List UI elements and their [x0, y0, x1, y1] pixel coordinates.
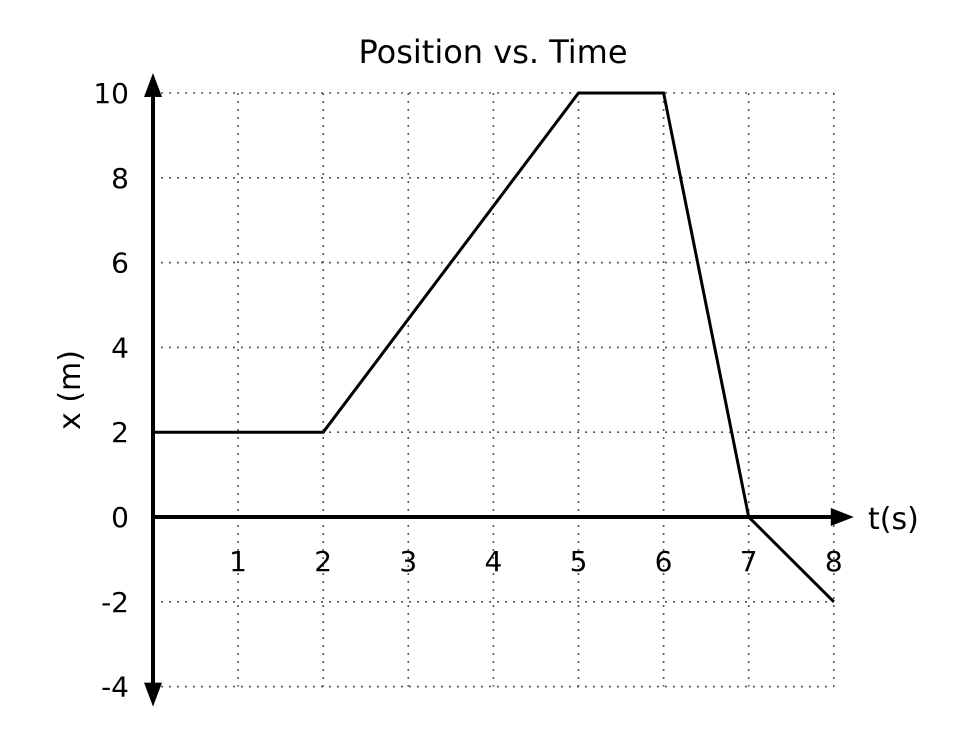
y-tick-label: 4: [111, 331, 129, 364]
y-tick-label: 0: [111, 501, 129, 534]
x-axis-label: t(s): [868, 502, 919, 537]
series-layer: [153, 91, 835, 603]
x-axis-arrow-icon: [830, 508, 854, 526]
x-tick-label: 7: [740, 545, 758, 578]
chart-title: Position vs. Time: [358, 33, 627, 71]
x-tick-label: 1: [229, 545, 247, 578]
y-axis-arrow-down-icon: [144, 682, 162, 707]
x-tick-label: 8: [825, 545, 843, 578]
tick-labels: 1 2 3 4 5 6 7 8 10 8 6 4 2 0 -2 -4: [93, 77, 842, 704]
grid: [153, 92, 835, 688]
series-line-position: [153, 91, 835, 603]
y-axis-label: x (m): [53, 350, 88, 430]
x-tick-label: 6: [655, 545, 673, 578]
y-tick-label: 2: [111, 416, 129, 449]
x-tick-label: 2: [314, 545, 332, 578]
y-axis-arrow-up-icon: [144, 73, 162, 97]
y-tick-label: 6: [111, 247, 129, 280]
y-tick-label: 8: [111, 162, 129, 195]
y-tick-label: -4: [101, 671, 129, 704]
y-tick-label: 10: [93, 77, 129, 110]
x-tick-label: 3: [399, 545, 417, 578]
axes: [144, 73, 854, 707]
x-tick-label: 4: [484, 545, 502, 578]
x-tick-label: 5: [570, 545, 588, 578]
y-tick-label: -2: [101, 586, 129, 619]
